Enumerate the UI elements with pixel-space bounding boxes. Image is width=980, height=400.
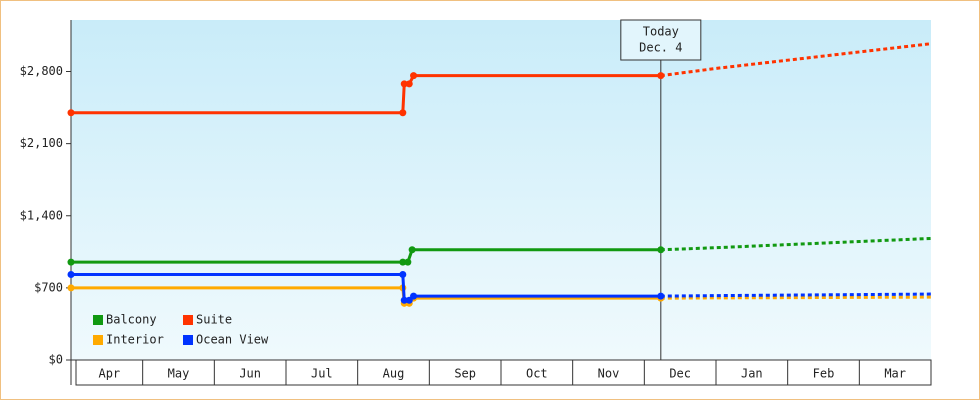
legend-swatch — [93, 315, 103, 325]
x-tick-label: Jan — [741, 367, 763, 381]
point — [410, 292, 418, 300]
y-tick-label: $1,400 — [20, 208, 63, 222]
x-tick-label: Aug — [383, 367, 405, 381]
y-tick-label: $0 — [49, 353, 63, 367]
legend-swatch — [93, 335, 103, 345]
y-tick-label: $700 — [34, 280, 63, 294]
x-tick-label: Feb — [813, 367, 835, 381]
today-label: Today — [643, 25, 679, 39]
point — [399, 109, 407, 117]
point — [408, 246, 416, 254]
forecast-line — [660, 42, 932, 78]
x-tick-label: Nov — [598, 367, 620, 381]
x-tick-label: Sep — [454, 367, 476, 381]
point — [67, 109, 75, 117]
forecast-line — [660, 236, 932, 252]
forecast-line — [660, 295, 932, 300]
x-tick-label: Jul — [311, 367, 333, 381]
forecast-line — [660, 292, 932, 298]
point — [399, 258, 407, 266]
today-box — [620, 19, 702, 61]
point — [400, 296, 408, 304]
x-tick-label: Mar — [884, 367, 906, 381]
point — [67, 258, 75, 266]
y-tick-label: $2,100 — [20, 136, 63, 150]
point — [410, 72, 418, 80]
today-label: Dec. 4 — [639, 41, 682, 55]
legend-label: Balcony — [106, 313, 157, 327]
point — [67, 284, 75, 292]
legend-swatch — [183, 335, 193, 345]
x-tick-label: Oct — [526, 367, 548, 381]
plot-area — [71, 20, 931, 360]
point — [657, 246, 665, 254]
point — [400, 80, 408, 88]
point — [405, 80, 413, 88]
point — [657, 72, 665, 80]
x-tick-label: Jun — [239, 367, 261, 381]
point — [399, 270, 407, 278]
legend-label: Interior — [106, 333, 164, 347]
x-tick-label: Apr — [98, 367, 120, 381]
legend-label: Suite — [196, 313, 232, 327]
x-tick-label: Dec — [669, 367, 691, 381]
y-tick-label: $2,800 — [20, 64, 63, 78]
point — [404, 258, 412, 266]
legend-swatch — [183, 315, 193, 325]
point — [657, 292, 665, 300]
x-tick-label: May — [168, 367, 190, 381]
legend-label: Ocean View — [196, 333, 269, 347]
x-axis-band — [75, 359, 932, 386]
point — [67, 270, 75, 278]
